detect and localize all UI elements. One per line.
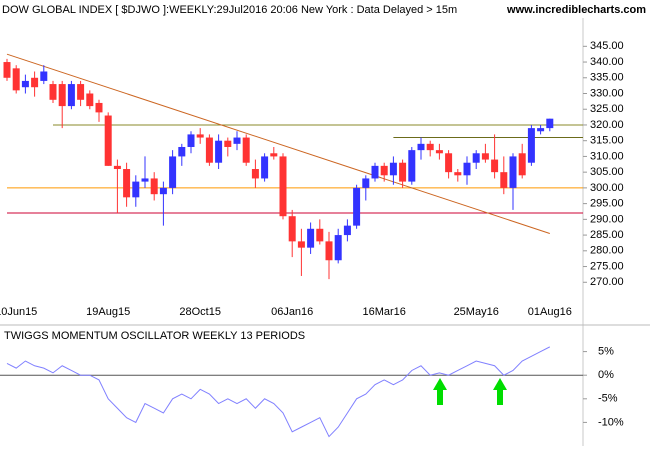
- signal-arrow: [433, 378, 447, 405]
- candle-body: [104, 115, 112, 166]
- y-tick-label: 0%: [598, 369, 614, 381]
- candle-body: [242, 137, 250, 163]
- candle-body: [445, 153, 453, 173]
- candle-body: [123, 169, 131, 198]
- candle-body: [205, 137, 213, 163]
- x-tick-label: 19Aug15: [86, 306, 130, 318]
- candle-body: [343, 225, 351, 236]
- y-tick-label: 325.00: [590, 103, 624, 115]
- candle-body: [491, 159, 499, 173]
- y-tick-label: 310.00: [590, 150, 624, 162]
- candle-body: [509, 156, 517, 188]
- y-tick-label: 295.00: [590, 198, 624, 210]
- candle-body: [518, 153, 526, 176]
- candle-body: [417, 143, 425, 151]
- candle-body: [196, 134, 204, 138]
- candle-body: [77, 84, 85, 100]
- candle-body: [21, 80, 29, 88]
- x-tick-label: 16Mar16: [362, 306, 405, 318]
- candle-body: [389, 162, 397, 176]
- x-tick-label: 06Jan16: [271, 306, 313, 318]
- signal-arrow: [493, 378, 507, 405]
- site-name: www.incrediblecharts.com: [506, 4, 646, 16]
- x-tick-label: 28Oct15: [179, 306, 221, 318]
- y-tick-label: 280.00: [590, 245, 624, 257]
- candle-body: [187, 134, 195, 147]
- candle-body: [527, 128, 535, 163]
- y-tick-label: 330.00: [590, 87, 624, 99]
- header-title: DOW GLOBAL INDEX [ $DJWO ]:WEEKLY:29Jul2…: [2, 4, 457, 16]
- candle-body: [12, 68, 20, 91]
- candle-body: [150, 178, 158, 195]
- site-backdrop: [484, 0, 650, 20]
- candle-body: [353, 187, 361, 226]
- candle-body: [95, 102, 103, 113]
- candle-body: [325, 241, 333, 261]
- candle-body: [86, 93, 94, 107]
- candle-body: [224, 140, 232, 147]
- y-tick-label: 315.00: [590, 135, 624, 147]
- candle-body: [362, 178, 370, 188]
- candle-body: [307, 228, 315, 248]
- candle-body: [49, 84, 57, 100]
- candle-body: [297, 241, 305, 248]
- candle-body: [113, 165, 121, 170]
- candle-body: [270, 153, 278, 157]
- candle-body: [132, 181, 140, 198]
- candle-body: [169, 156, 177, 188]
- candle-body: [288, 216, 296, 242]
- trend-line: [6, 53, 550, 234]
- y-tick-label: 275.00: [590, 260, 624, 272]
- candle-body: [500, 172, 508, 188]
- y-tick-label: 290.00: [590, 213, 624, 225]
- y-tick-label: -10%: [598, 416, 624, 428]
- oscillator-line: [6, 346, 551, 438]
- candle-body: [316, 228, 324, 242]
- candle-body: [251, 169, 259, 179]
- candle-body: [178, 146, 186, 157]
- candle-body: [215, 140, 223, 163]
- candle-body: [454, 172, 462, 176]
- y-tick-label: 5%: [598, 346, 614, 358]
- x-tick-label: 10Jun15: [0, 306, 37, 318]
- y-tick-label: 345.00: [590, 40, 624, 52]
- candle-body: [426, 143, 434, 151]
- candle-body: [481, 153, 489, 160]
- candle-body: [537, 128, 545, 132]
- candle-body: [279, 156, 287, 217]
- candle-body: [159, 187, 167, 195]
- candle-body: [408, 150, 416, 182]
- candle-body: [58, 84, 66, 107]
- x-tick-label: 25May16: [454, 306, 499, 318]
- x-tick-label: 01Aug16: [528, 306, 572, 318]
- y-tick-label: 285.00: [590, 229, 624, 241]
- y-tick-label: 300.00: [590, 182, 624, 194]
- candle-body: [380, 165, 388, 176]
- candle-body: [463, 162, 471, 176]
- y-tick-label: 335.00: [590, 72, 624, 84]
- candle-body: [399, 162, 407, 182]
- candle-body: [334, 235, 342, 261]
- y-tick-label: -5%: [598, 393, 618, 405]
- candle-body: [261, 156, 269, 179]
- candle-body: [233, 137, 241, 144]
- y-tick-label: 320.00: [590, 119, 624, 131]
- y-tick-label: 270.00: [590, 276, 624, 288]
- candle-body: [3, 62, 11, 78]
- oscillator-title: TWIGGS MOMENTUM OSCILLATOR WEEKLY 13 PER…: [4, 330, 305, 342]
- candle-body: [371, 165, 379, 179]
- candle-body: [141, 178, 149, 182]
- candle-body: [31, 77, 39, 88]
- y-tick-label: 305.00: [590, 166, 624, 178]
- y-tick-label: 340.00: [590, 56, 624, 68]
- candle-body: [472, 153, 480, 163]
- candle-body: [546, 118, 554, 129]
- candle-body: [67, 84, 75, 107]
- candle-body: [435, 150, 443, 154]
- candle-body: [40, 71, 48, 81]
